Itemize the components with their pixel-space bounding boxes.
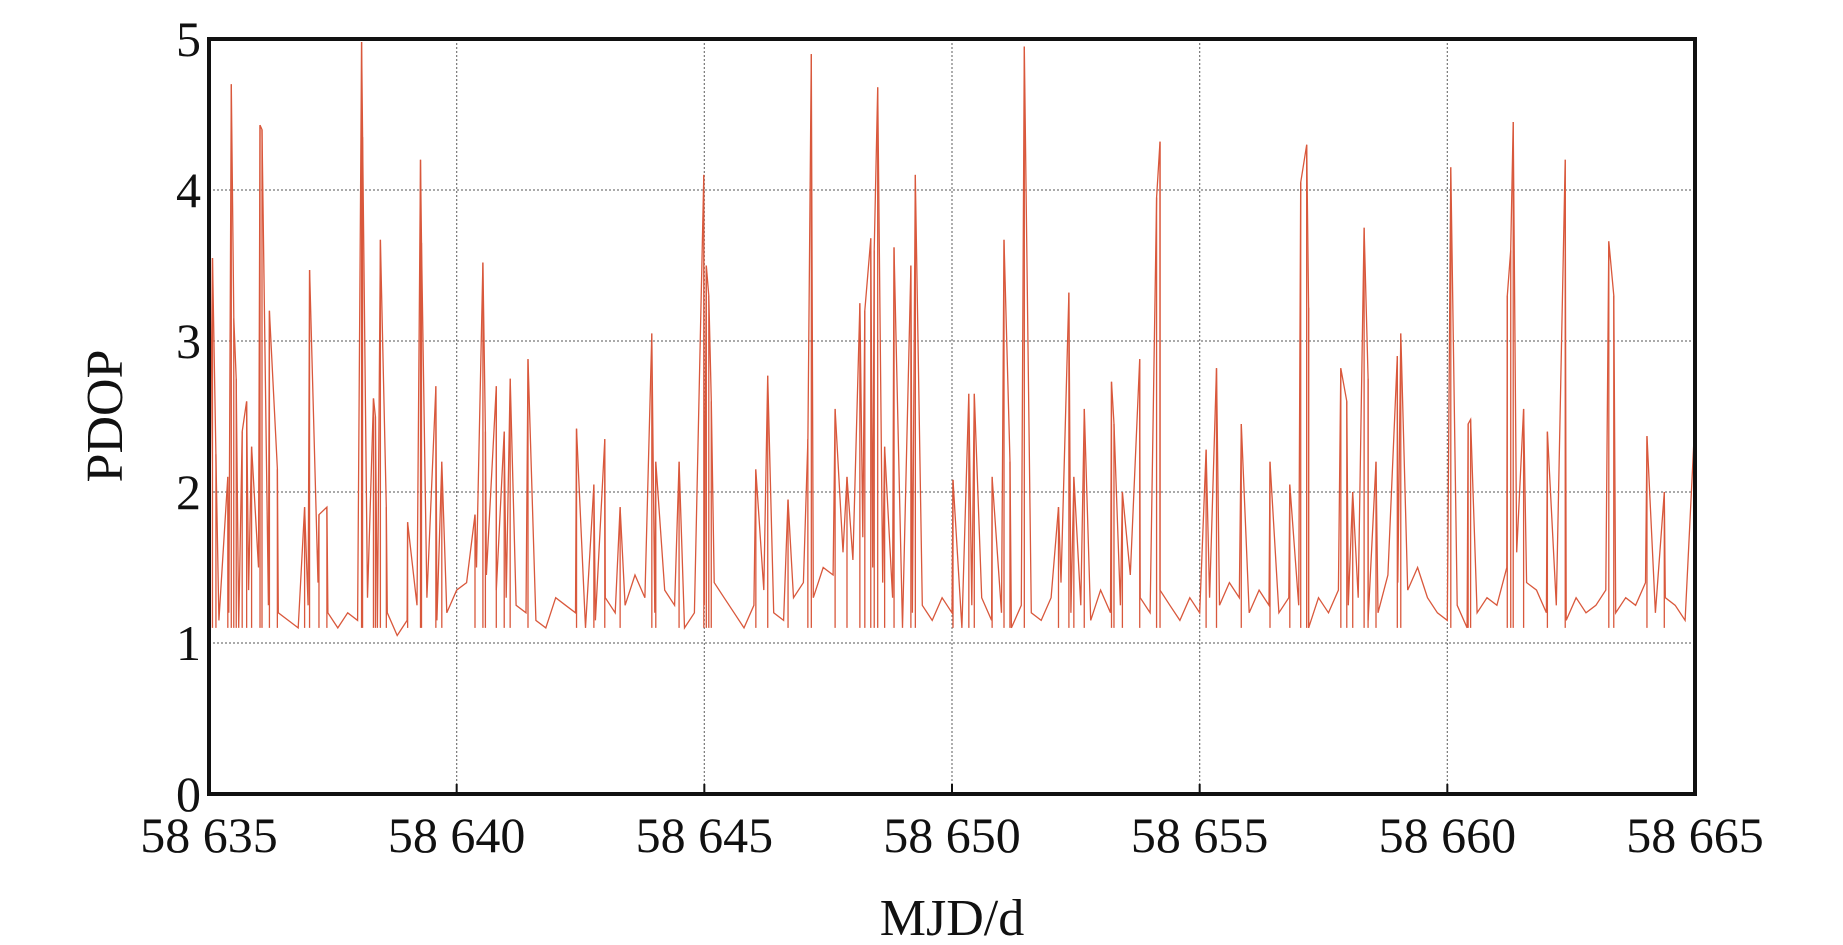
x-tick-label: 58 650 bbox=[883, 807, 1021, 863]
y-tick-label: 3 bbox=[176, 313, 201, 369]
y-tick-label: 5 bbox=[176, 11, 201, 67]
y-axis-label: PDOP bbox=[77, 350, 134, 483]
y-tick-label: 0 bbox=[176, 766, 201, 822]
x-axis-label: MJD/d bbox=[880, 890, 1024, 945]
x-tick-label: 58 640 bbox=[388, 807, 526, 863]
x-tick-label: 58 665 bbox=[1626, 807, 1764, 863]
y-tick-label: 2 bbox=[176, 464, 201, 520]
x-axis-ticks: 58 635 58 640 58 645 58 650 58 655 58 660 58 6… bbox=[140, 784, 1764, 863]
y-tick-label: 1 bbox=[176, 615, 201, 671]
x-tick-label: 58 645 bbox=[636, 807, 774, 863]
x-tick-label: 58 660 bbox=[1379, 807, 1517, 863]
x-tick-label: 58 655 bbox=[1131, 807, 1269, 863]
y-axis-ticks: 0 1 2 3 4 5 bbox=[176, 11, 201, 822]
pdop-series bbox=[208, 41, 1696, 637]
grid-lines bbox=[209, 39, 1695, 794]
y-tick-label: 4 bbox=[176, 162, 201, 218]
x-tick-label: 58 635 bbox=[140, 807, 278, 863]
